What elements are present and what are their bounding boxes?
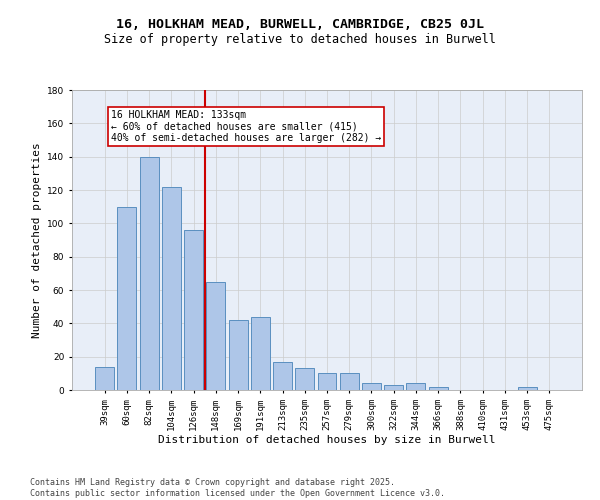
Bar (295, 368, 314, 390)
Bar (118, 206, 136, 390)
Bar (362, 384, 381, 390)
Bar (251, 316, 270, 390)
Text: Contains HM Land Registry data © Crown copyright and database right 2025.
Contai: Contains HM Land Registry data © Crown c… (30, 478, 445, 498)
Bar (206, 282, 225, 390)
Bar (95, 366, 114, 390)
Text: 16, HOLKHAM MEAD, BURWELL, CAMBRIDGE, CB25 0JL: 16, HOLKHAM MEAD, BURWELL, CAMBRIDGE, CB… (116, 18, 484, 30)
Bar (162, 186, 181, 390)
Text: Size of property relative to detached houses in Burwell: Size of property relative to detached ho… (104, 32, 496, 46)
Text: 16 HOLKHAM MEAD: 133sqm
← 60% of detached houses are smaller (415)
40% of semi-d: 16 HOLKHAM MEAD: 133sqm ← 60% of detache… (112, 110, 382, 143)
Bar (317, 374, 337, 390)
Y-axis label: Number of detached properties: Number of detached properties (32, 142, 41, 338)
Bar (184, 230, 203, 390)
Bar (429, 386, 448, 390)
Bar (406, 384, 425, 390)
Bar (384, 385, 403, 390)
Bar (229, 320, 248, 390)
Bar (140, 156, 158, 390)
X-axis label: Distribution of detached houses by size in Burwell: Distribution of detached houses by size … (158, 436, 496, 446)
Bar (273, 362, 292, 390)
Bar (518, 386, 536, 390)
Bar (340, 374, 359, 390)
